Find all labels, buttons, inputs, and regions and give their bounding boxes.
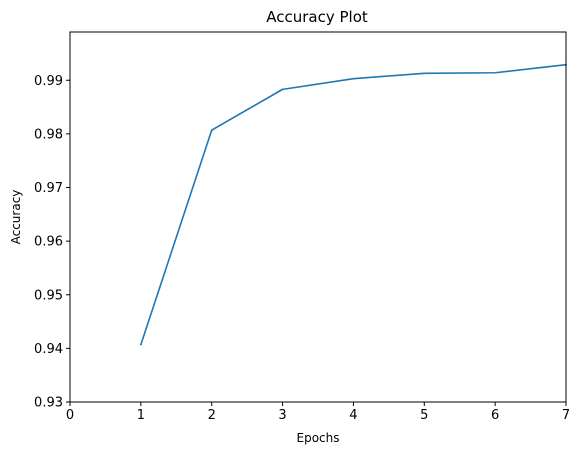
- y-tick-label: 0.98: [34, 127, 63, 142]
- plot-area-frame: [69, 31, 567, 403]
- y-tick-label: 0.99: [34, 74, 63, 89]
- x-tick-label: 4: [349, 408, 357, 423]
- x-tick-label: 7: [562, 408, 570, 423]
- x-tick-label: 1: [137, 408, 145, 423]
- x-tick-label: 0: [66, 408, 74, 423]
- data-point: [423, 72, 426, 75]
- y-axis-label: Accuracy: [9, 190, 23, 245]
- x-axis-ticks: 0 1 2 3 4 5 6 7: [66, 402, 570, 423]
- data-point: [140, 343, 142, 346]
- x-tick-label: 6: [491, 408, 499, 423]
- chart-title: Accuracy Plot: [266, 8, 368, 26]
- data-point: [281, 88, 284, 91]
- y-tick-label: 0.95: [34, 288, 63, 303]
- x-tick-label: 3: [278, 408, 286, 423]
- data-point: [210, 129, 213, 131]
- y-tick-label: 0.94: [34, 342, 63, 357]
- y-tick-label: 0.96: [34, 235, 63, 250]
- data-point: [494, 71, 496, 74]
- y-tick-label: 0.97: [34, 181, 63, 196]
- y-tick-label: 0.93: [34, 396, 63, 411]
- x-axis-label: Epochs: [297, 431, 340, 445]
- y-axis-ticks: 0.93 0.94 0.95 0.96 0.97 0.98 0.99: [34, 74, 70, 411]
- data-point: [352, 77, 355, 80]
- x-tick-label: 2: [208, 408, 216, 423]
- x-tick-label: 5: [420, 408, 428, 423]
